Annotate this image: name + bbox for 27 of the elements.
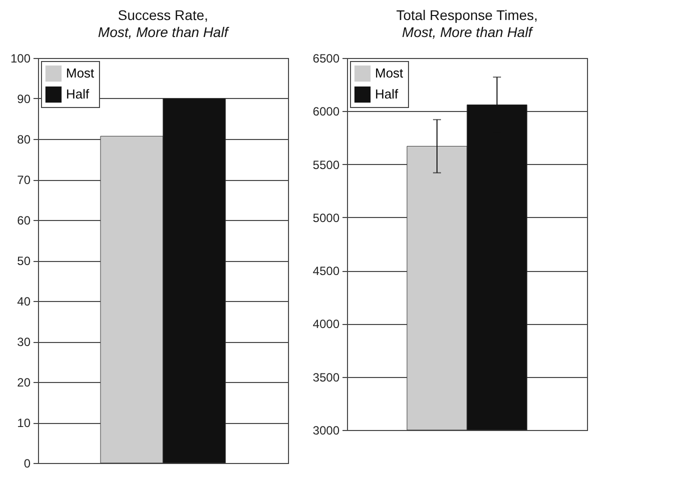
chart-subtitle: Most, More than Half <box>402 24 534 40</box>
y-tick-label: 50 <box>17 254 31 268</box>
legend-label: Half <box>375 86 399 102</box>
chart-subtitle: Most, More than Half <box>98 24 230 40</box>
y-tick-label: 60 <box>17 214 31 228</box>
y-tick-label: 20 <box>17 376 31 390</box>
legend-label: Most <box>375 66 404 80</box>
y-tick-label: 70 <box>17 173 31 187</box>
y-tick-label: 90 <box>17 92 31 106</box>
legend-label: Most <box>66 66 95 80</box>
y-tick-label: 5500 <box>312 158 340 172</box>
y-tick-label: 6000 <box>312 104 340 119</box>
legend-label: Half <box>66 86 90 102</box>
chart-title: Success Rate, <box>118 7 208 23</box>
y-tick-label: 0 <box>24 456 31 470</box>
y-tick-label: 100 <box>10 52 31 66</box>
y-tick-label: 4000 <box>312 317 340 332</box>
chart-title: Total Response Times, <box>396 7 538 23</box>
y-tick-label: 4500 <box>312 264 340 278</box>
y-tick-label: 3500 <box>312 370 340 384</box>
y-tick-label: 6500 <box>312 52 340 66</box>
y-tick-label: 80 <box>17 132 31 146</box>
y-tick-label: 5000 <box>312 210 340 225</box>
y-tick-label: 40 <box>17 294 31 308</box>
y-tick-label: 10 <box>17 416 31 430</box>
y-tick-label: 3000 <box>312 424 340 438</box>
y-tick-label: 30 <box>17 335 31 349</box>
